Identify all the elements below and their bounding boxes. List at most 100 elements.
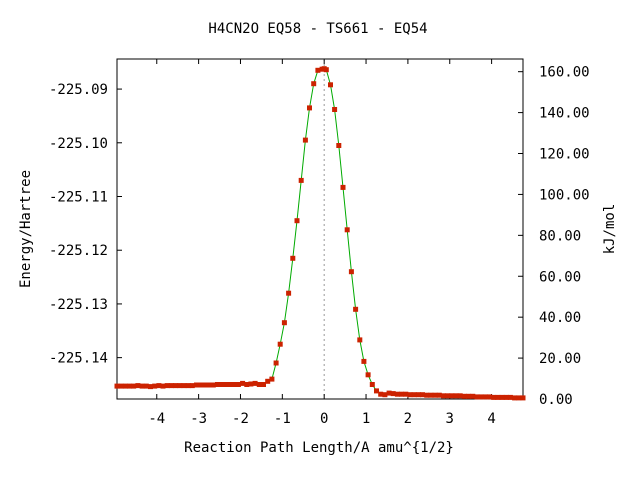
data-point xyxy=(114,383,120,389)
data-point xyxy=(369,382,375,387)
x-axis-title: Reaction Path Length/A amu^{1/2} xyxy=(184,440,454,456)
y-tick-label: -225.14 xyxy=(49,351,108,367)
data-point xyxy=(344,227,350,233)
data-point xyxy=(122,383,128,389)
y-axis-title: Energy/Hartree xyxy=(18,170,34,288)
x-tick-label: -1 xyxy=(274,411,291,427)
data-point xyxy=(445,393,451,399)
data-point xyxy=(394,391,400,397)
data-point xyxy=(428,392,434,398)
data-point xyxy=(227,382,233,387)
data-point xyxy=(328,82,333,88)
data-point xyxy=(374,388,379,394)
plot-frame xyxy=(116,58,524,400)
data-point xyxy=(302,137,308,143)
data-point xyxy=(281,320,287,326)
data-point xyxy=(461,393,467,399)
y-tick-label: -225.10 xyxy=(49,136,108,152)
data-point xyxy=(265,378,271,384)
data-point xyxy=(198,382,204,388)
data-point xyxy=(365,372,371,378)
data-point xyxy=(407,392,413,398)
data-point xyxy=(353,306,359,312)
data-point xyxy=(399,391,405,397)
y2-tick-label: 160.00 xyxy=(539,65,590,81)
data-point xyxy=(482,394,488,400)
data-point xyxy=(503,394,509,400)
x-tick-label: 2 xyxy=(404,411,412,427)
data-point xyxy=(181,383,187,389)
data-point xyxy=(357,337,363,343)
x-axis: -4 -3 -2 -1 0 1 2 3 4 xyxy=(148,59,496,427)
data-point xyxy=(210,382,216,388)
data-point xyxy=(160,383,166,389)
data-point xyxy=(252,380,258,386)
y-tick-label: -225.13 xyxy=(49,297,108,313)
data-point xyxy=(507,394,513,400)
data-point xyxy=(390,391,396,397)
data-point xyxy=(189,383,195,389)
data-point xyxy=(361,358,367,364)
data-point xyxy=(516,395,522,401)
data-point xyxy=(436,392,442,398)
data-point xyxy=(290,255,296,261)
data-point xyxy=(135,383,141,389)
chart-title: H4CN2O EQ58 - TS661 - EQ54 xyxy=(208,21,427,37)
data-point xyxy=(148,384,153,390)
data-point xyxy=(491,394,497,400)
data-point xyxy=(420,392,425,398)
y2-tick-label: 60.00 xyxy=(539,269,581,285)
data-point xyxy=(273,360,279,366)
data-point xyxy=(403,391,409,397)
x-tick-label: -4 xyxy=(148,411,165,427)
x-tick-label: -3 xyxy=(190,411,207,427)
data-point xyxy=(340,184,346,190)
y2-tick-label: 100.00 xyxy=(539,187,590,203)
data-point xyxy=(256,382,262,387)
data-point xyxy=(378,391,384,397)
data-point xyxy=(499,394,505,400)
data-point xyxy=(177,383,183,389)
data-point xyxy=(261,382,266,387)
series-layer xyxy=(114,66,526,401)
y2-tick-label: 0.00 xyxy=(539,392,573,408)
data-point xyxy=(194,382,199,388)
data-point xyxy=(244,382,250,387)
data-point xyxy=(235,382,241,387)
data-point xyxy=(168,383,174,389)
data-point xyxy=(215,382,220,387)
y2-axis-title: kJ/mol xyxy=(602,204,618,255)
y2-tick-label: 40.00 xyxy=(539,310,581,326)
y2-tick-label: 120.00 xyxy=(539,147,590,163)
data-point xyxy=(332,107,338,112)
data-point xyxy=(118,383,124,389)
data-point xyxy=(457,393,463,399)
x-tick-label: -2 xyxy=(232,411,249,427)
y2-tick-label: 80.00 xyxy=(539,228,581,244)
x-tick-label: 3 xyxy=(446,411,454,427)
data-point xyxy=(311,81,317,87)
y2-tick-label: 140.00 xyxy=(539,106,590,122)
data-point xyxy=(219,382,225,387)
data-point xyxy=(432,392,438,398)
y-tick-label: -225.12 xyxy=(49,243,108,259)
data-point xyxy=(164,383,170,389)
data-point xyxy=(386,390,392,396)
data-point xyxy=(269,376,275,382)
data-point xyxy=(478,394,484,400)
data-point xyxy=(173,383,179,389)
y-tick-label: -225.09 xyxy=(49,82,108,98)
data-point xyxy=(512,395,518,401)
data-point xyxy=(323,67,329,73)
data-point xyxy=(240,380,246,386)
data-point xyxy=(453,393,459,399)
data-point xyxy=(298,177,304,183)
x-tick-label: 4 xyxy=(487,411,495,427)
data-point xyxy=(248,381,254,387)
data-point xyxy=(202,382,208,388)
y2-tick-label: 20.00 xyxy=(539,351,581,367)
data-point xyxy=(286,290,292,296)
data-point xyxy=(470,393,476,399)
